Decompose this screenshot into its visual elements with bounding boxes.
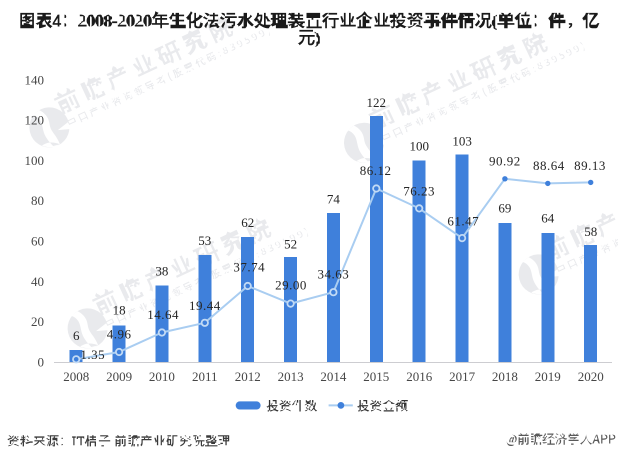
svg-text:80: 80 [31, 193, 44, 208]
svg-text:69: 69 [498, 201, 511, 216]
svg-text:76.23: 76.23 [403, 184, 435, 199]
svg-text:58: 58 [584, 224, 597, 239]
svg-text:52: 52 [284, 236, 297, 251]
svg-text:18: 18 [113, 303, 126, 318]
svg-text:62: 62 [241, 215, 254, 230]
svg-text:2019: 2019 [535, 369, 561, 384]
svg-text:2013: 2013 [278, 369, 304, 384]
svg-text:122: 122 [367, 95, 387, 110]
svg-text:14.64: 14.64 [147, 307, 179, 322]
svg-text:37.74: 37.74 [233, 259, 265, 274]
svg-text:2015: 2015 [363, 369, 389, 384]
svg-text:0: 0 [38, 354, 45, 369]
svg-text:2018: 2018 [492, 369, 518, 384]
svg-text:19.44: 19.44 [189, 298, 221, 313]
svg-text:64: 64 [541, 210, 555, 225]
svg-text:90.92: 90.92 [489, 154, 521, 169]
svg-text:86.12: 86.12 [360, 163, 392, 178]
svg-text:100: 100 [25, 153, 45, 168]
svg-text:88.64: 88.64 [533, 158, 565, 173]
svg-text:2009: 2009 [106, 369, 132, 384]
svg-text:38: 38 [155, 264, 168, 279]
svg-text:2016: 2016 [406, 369, 433, 384]
svg-text:40: 40 [31, 274, 44, 289]
svg-text:2008: 2008 [63, 369, 89, 384]
svg-text:61.47: 61.47 [447, 214, 479, 229]
svg-text:2020: 2020 [578, 369, 604, 384]
svg-text:120: 120 [25, 113, 45, 128]
svg-text:6: 6 [73, 328, 80, 343]
svg-text:89.13: 89.13 [574, 158, 606, 173]
svg-text:2010: 2010 [149, 369, 175, 384]
svg-text:1.35: 1.35 [80, 347, 105, 362]
svg-text:103: 103 [452, 133, 472, 148]
svg-text:53: 53 [198, 233, 211, 248]
svg-text:4.96: 4.96 [107, 327, 132, 342]
svg-text:60: 60 [31, 234, 44, 249]
svg-text:29.00: 29.00 [275, 278, 307, 293]
svg-text:74: 74 [327, 192, 341, 207]
svg-text:2014: 2014 [320, 369, 347, 384]
svg-text:100: 100 [409, 138, 429, 153]
svg-text:20: 20 [31, 314, 44, 329]
svg-text:34.63: 34.63 [318, 267, 350, 282]
svg-text:2012: 2012 [235, 369, 261, 384]
svg-text:2017: 2017 [449, 369, 476, 384]
svg-text:140: 140 [25, 72, 45, 87]
svg-text:2011: 2011 [192, 369, 218, 384]
